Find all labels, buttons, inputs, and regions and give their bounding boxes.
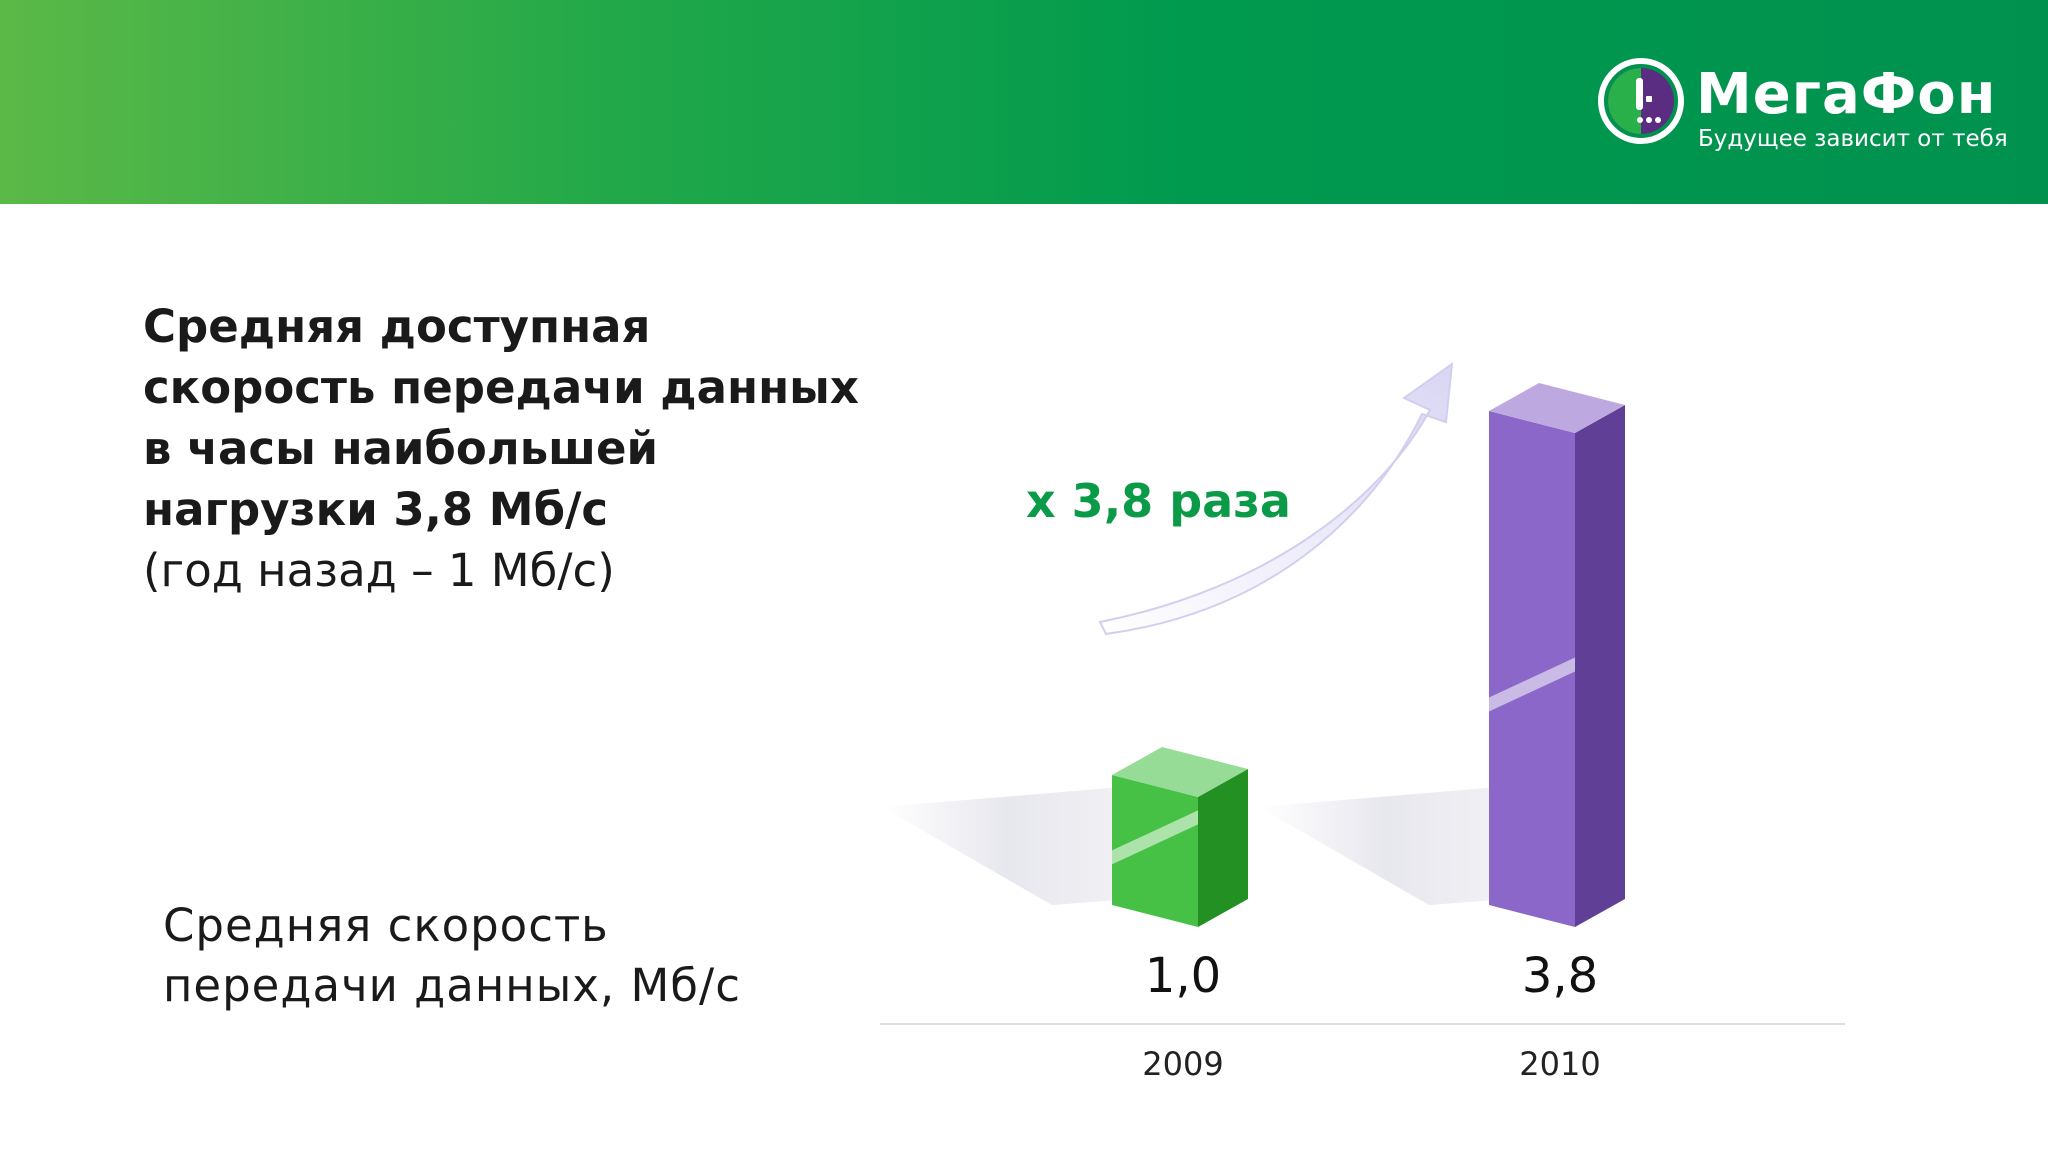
brand-logo: МегаФон Будущее зависит от тебя bbox=[1596, 56, 2016, 166]
bar-value-label: 1,0 bbox=[1145, 948, 1221, 1004]
bar-value-label: 3,8 bbox=[1522, 948, 1598, 1004]
header-banner: МегаФон Будущее зависит от тебя bbox=[0, 0, 2048, 204]
growth-annotation: х 3,8 раза bbox=[1026, 474, 1291, 528]
bar-front-face bbox=[1112, 775, 1198, 927]
bar-highlight bbox=[1489, 657, 1575, 712]
x-tick-label: 2009 bbox=[1142, 1045, 1223, 1083]
bar-highlight bbox=[1112, 810, 1198, 865]
headline-line: в часы наибольшей bbox=[143, 422, 659, 475]
bar-front-face bbox=[1489, 411, 1575, 927]
bar-shadow bbox=[882, 787, 1132, 905]
chart-axis-label: Средняя скорость передачи данных, Мб/с bbox=[163, 896, 741, 1016]
headline-line: нагрузки 3,8 Мб/с bbox=[143, 483, 609, 536]
brand-name: МегаФон bbox=[1696, 62, 1997, 127]
brand-slogan: Будущее зависит от тебя bbox=[1698, 126, 2008, 152]
headline-line: Средняя доступная bbox=[143, 300, 651, 353]
headline: Средняя доступная скорость передачи данн… bbox=[143, 296, 859, 540]
headline-note: (год назад – 1 Мб/с) bbox=[143, 544, 615, 597]
bar-top-face bbox=[1112, 747, 1248, 797]
bar-2009 bbox=[1112, 747, 1248, 927]
bar-top-face bbox=[1489, 383, 1625, 433]
x-tick-label: 2010 bbox=[1519, 1045, 1600, 1083]
bar-side-face bbox=[1198, 769, 1248, 927]
bar-side-face bbox=[1575, 405, 1625, 927]
growth-arrow-icon bbox=[1098, 361, 1454, 636]
headline-line: скорость передачи данных bbox=[143, 361, 859, 414]
megafon-logo-icon bbox=[1598, 58, 1684, 144]
bar-2010 bbox=[1489, 383, 1625, 927]
chart-axis-label-line: передачи данных, Мб/с bbox=[163, 959, 741, 1012]
chart-axis-label-line: Средняя скорость bbox=[163, 899, 609, 952]
bar-shadow bbox=[1259, 787, 1509, 905]
